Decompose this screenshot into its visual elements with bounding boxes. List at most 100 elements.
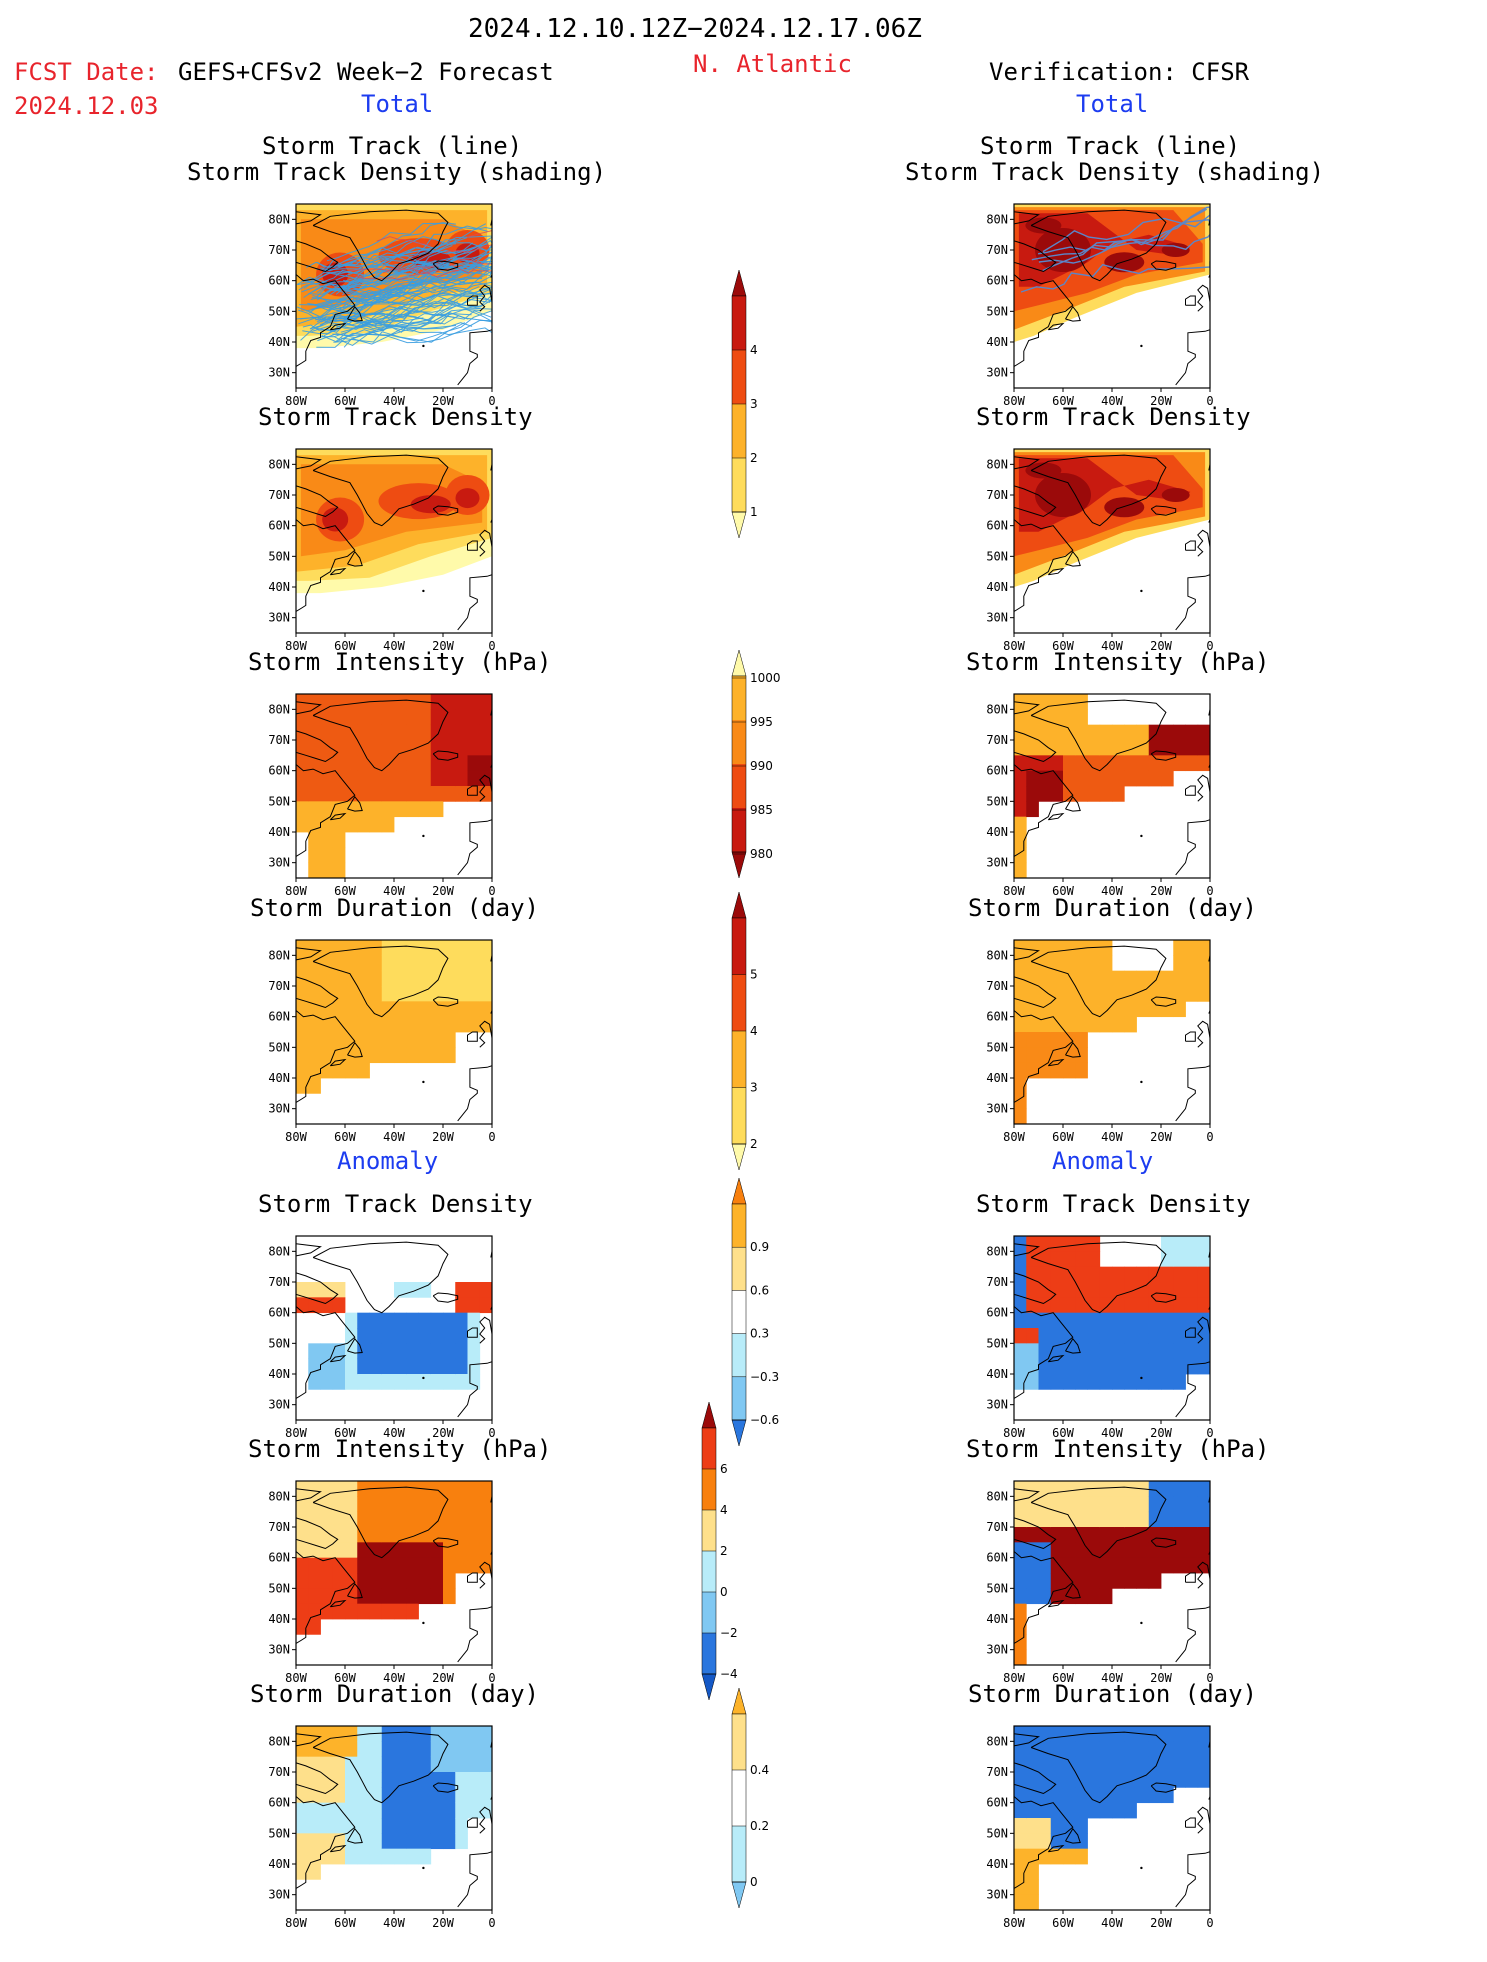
colorbar-swatch [732,720,746,765]
field-shading [296,940,492,1124]
lon-tick-label: 0 [488,394,495,408]
colorbar-tick-label: 1 [750,505,758,519]
lat-tick-label: 70N [986,979,1008,993]
storm-track-line [320,322,492,346]
title-track-line-verif: Storm Track (line) [980,132,1241,160]
colorbar-tick-label: −4 [720,1667,738,1681]
lon-tick-label: 20W [1150,884,1172,898]
colorbar-swatch [732,1714,746,1771]
lat-tick-label: 80N [986,702,1008,716]
lat-tick-label: 80N [986,1489,1008,1503]
title-intensity-fcst: Storm Intensity (hPa) [248,648,552,676]
lon-tick-label: 60W [334,1130,356,1144]
storm-track-line [310,305,472,330]
title-duration-fcst: Storm Duration (day) [250,894,539,922]
storm-track-line [457,258,492,265]
storm-track-line [382,264,439,274]
colorbar-tick-label: 0.9 [750,1240,769,1254]
lat-tick-label: 80N [986,1734,1008,1748]
colorbar-swatch [732,1087,746,1145]
lat-tick-label: 50N [986,1826,1008,1840]
lon-tick-label: 20W [432,1671,454,1685]
fcst-date: 2024.12.03 [14,92,159,120]
colorbar-bottom-arrow [731,851,747,879]
lat-tick-label: 50N [986,1581,1008,1595]
section-anomaly-forecast: Anomaly [337,1147,439,1175]
lon-tick-label: 20W [1150,394,1172,408]
region-label: N. Atlantic [693,50,852,78]
field-shading [1014,1726,1210,1910]
lon-tick-label: 60W [1052,639,1074,653]
storm-track-line [466,230,492,238]
lon-tick-label: 0 [1206,1426,1213,1440]
lat-tick-label: 70N [986,733,1008,747]
storm-track-line [301,242,492,283]
colorbar-tick-label: 3 [750,1081,758,1095]
lat-tick-label: 60N [268,519,290,533]
field-shading [1014,1481,1210,1665]
colorbar-top-arrow [731,269,747,297]
lon-tick-label: 0 [488,1671,495,1685]
map-track-verif: 80N 70N 60N 50N 40N 30N 80W 60W 40W 20W 0 [976,196,1216,436]
map-intensity-fcst: 80N 70N 60N 50N 40N 30N 80W 60W 40W 20W 0 [258,686,498,926]
lon-tick-label: 40W [1101,1671,1123,1685]
field-shading [296,694,492,878]
lon-tick-label: 80W [1003,394,1025,408]
colorbar-tick-label: 2 [720,1544,728,1558]
field-shading [296,204,492,388]
lon-tick-label: 80W [285,1916,307,1930]
field-shading [1014,940,1210,1124]
lon-tick-label: 80W [1003,1671,1025,1685]
title-intensity-anom-verif: Storm Intensity (hPa) [966,1435,1270,1463]
lon-tick-label: 40W [383,1671,405,1685]
lat-tick-label: 60N [268,1010,290,1024]
lon-tick-label: 40W [383,1426,405,1440]
lon-tick-label: 60W [334,1671,356,1685]
colorbar-top-arrow [731,1687,747,1715]
storm-track-line [340,240,492,291]
lat-tick-label: 60N [986,274,1008,288]
colorbar-tick-label: 0 [750,1875,758,1889]
lat-tick-label: 70N [268,733,290,747]
storm-track-line [314,308,424,322]
lon-tick-label: 80W [285,394,307,408]
lat-tick-label: 30N [986,611,1008,625]
storm-track-line [326,222,487,262]
colorbar-swatch [732,296,746,351]
storm-track-line [339,310,492,333]
lon-tick-label: 0 [1206,639,1213,653]
azores-marker [422,344,425,348]
storm-track-line [299,288,423,307]
map-intensity-anom-verif: 80N 70N 60N 50N 40N 30N 80W 60W 40W 20W 0 [976,1473,1216,1713]
lat-tick-label: 30N [268,1643,290,1657]
field-shading [1014,204,1210,388]
colorbar-tick-label: 995 [750,715,773,729]
colorbar-tick-label: 5 [750,968,758,982]
storm-track-line [445,244,492,253]
colorbar-tick-label: −2 [720,1626,738,1640]
lon-tick-label: 60W [334,639,356,653]
colorbar-swatch [732,350,746,405]
lon-tick-label: 20W [432,1426,454,1440]
lat-tick-label: 50N [268,304,290,318]
lon-tick-label: 60W [1052,884,1074,898]
lat-tick-label: 30N [268,366,290,380]
lat-tick-label: 30N [986,366,1008,380]
lat-tick-label: 80N [986,948,1008,962]
colorbar-top-arrow [731,649,747,677]
title-duration-verif: Storm Duration (day) [968,894,1257,922]
lon-tick-label: 60W [1052,394,1074,408]
storm-track-line [311,303,482,324]
lon-tick-label: 0 [1206,1130,1213,1144]
lat-tick-label: 30N [986,1102,1008,1116]
lat-tick-label: 40N [268,1857,290,1871]
lon-tick-label: 40W [383,1130,405,1144]
lat-tick-label: 70N [986,1520,1008,1534]
lat-tick-label: 60N [986,1306,1008,1320]
lon-tick-label: 0 [488,1916,495,1930]
colorbar-tick-label: 1000 [750,671,781,685]
title-density-anom-verif: Storm Track Density [976,1190,1251,1218]
colorbar-tick-label: 4 [750,1024,758,1038]
storm-track-line [316,266,492,294]
map-density-fcst: 80N 70N 60N 50N 40N 30N 80W 60W 40W 20W 0 [258,441,498,681]
